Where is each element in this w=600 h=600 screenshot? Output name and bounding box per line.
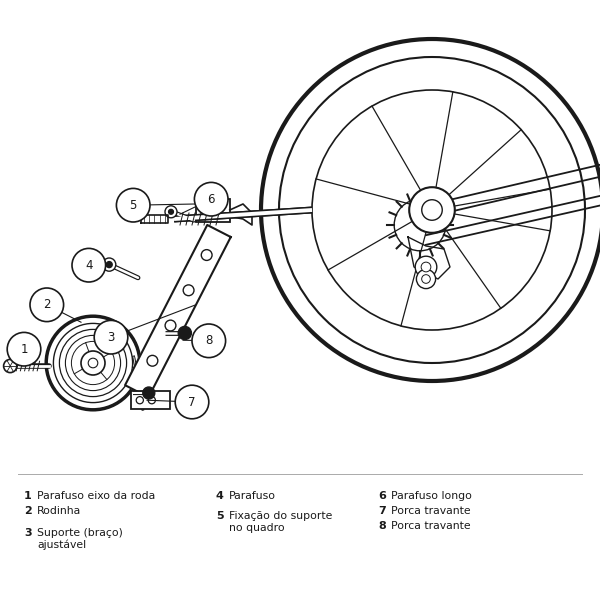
Circle shape — [192, 324, 226, 358]
Circle shape — [72, 248, 106, 282]
Text: 6: 6 — [378, 491, 386, 501]
Circle shape — [422, 275, 430, 283]
Text: 1: 1 — [20, 343, 28, 356]
Text: 2: 2 — [24, 506, 32, 516]
Text: Parafuso: Parafuso — [229, 491, 276, 501]
Circle shape — [103, 258, 116, 271]
Circle shape — [165, 206, 177, 218]
Circle shape — [30, 288, 64, 322]
Text: 1: 1 — [24, 491, 32, 501]
Polygon shape — [125, 225, 231, 397]
Text: Suporte (braço)
ajustável: Suporte (braço) ajustável — [37, 528, 123, 550]
Circle shape — [7, 332, 41, 366]
Text: 8: 8 — [378, 521, 386, 531]
Circle shape — [208, 208, 218, 218]
Text: Parafuso longo: Parafuso longo — [391, 491, 472, 501]
FancyBboxPatch shape — [131, 391, 170, 409]
Circle shape — [4, 359, 17, 373]
Text: 4: 4 — [85, 259, 92, 272]
Ellipse shape — [183, 285, 194, 296]
Circle shape — [88, 358, 98, 368]
Circle shape — [136, 397, 143, 404]
Circle shape — [409, 187, 455, 233]
Circle shape — [106, 262, 112, 268]
Circle shape — [200, 186, 226, 212]
Text: 8: 8 — [205, 334, 212, 347]
Circle shape — [178, 326, 191, 340]
Circle shape — [81, 351, 105, 375]
Circle shape — [116, 188, 150, 222]
FancyBboxPatch shape — [196, 199, 230, 222]
Circle shape — [194, 182, 228, 216]
Ellipse shape — [201, 250, 212, 260]
Ellipse shape — [147, 355, 158, 366]
Circle shape — [421, 262, 431, 272]
Text: 2: 2 — [43, 298, 50, 311]
Circle shape — [422, 200, 442, 220]
Circle shape — [175, 385, 209, 419]
Text: 4: 4 — [216, 491, 224, 501]
Circle shape — [207, 193, 219, 205]
Text: Porca travante: Porca travante — [391, 506, 471, 516]
Text: Porca travante: Porca travante — [391, 521, 471, 531]
Circle shape — [94, 320, 128, 354]
Text: Parafuso eixo da roda: Parafuso eixo da roda — [37, 491, 155, 501]
Text: 5: 5 — [216, 511, 224, 521]
Text: 6: 6 — [208, 193, 215, 206]
Text: 3: 3 — [24, 528, 32, 538]
Circle shape — [169, 209, 173, 214]
Ellipse shape — [165, 320, 176, 331]
Circle shape — [416, 269, 436, 289]
Text: 5: 5 — [130, 199, 137, 212]
Circle shape — [143, 387, 155, 399]
Circle shape — [148, 397, 155, 404]
Text: Rodinha: Rodinha — [37, 506, 82, 516]
Text: 3: 3 — [107, 331, 115, 344]
Circle shape — [415, 256, 437, 278]
Text: 7: 7 — [378, 506, 386, 516]
Text: Fixação do suporte
no quadro: Fixação do suporte no quadro — [229, 511, 332, 533]
Text: 7: 7 — [188, 395, 196, 409]
Polygon shape — [141, 215, 168, 223]
